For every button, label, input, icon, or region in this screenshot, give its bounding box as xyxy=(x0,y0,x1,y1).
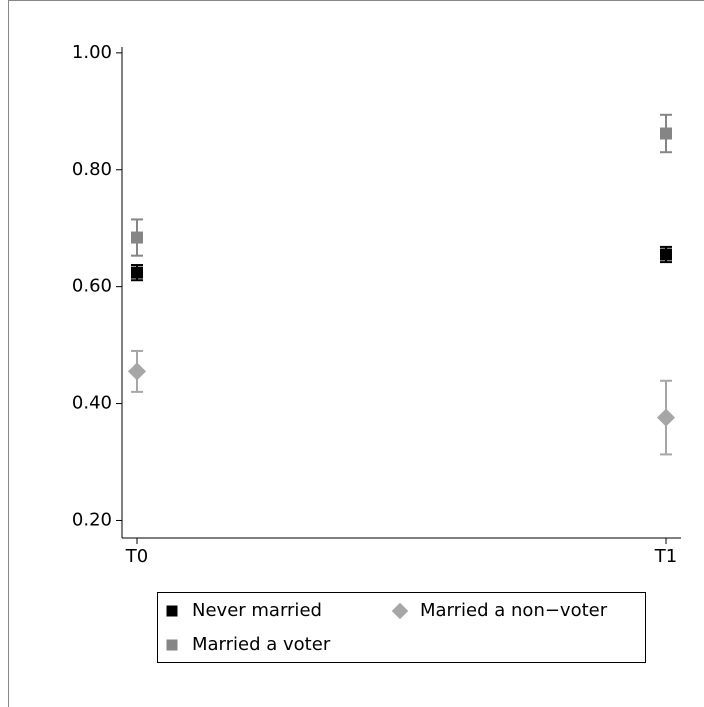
y-tick-label: 0.40 xyxy=(72,393,112,414)
marker xyxy=(128,362,146,381)
y-tick-label: 1.00 xyxy=(72,42,112,63)
marker xyxy=(131,266,143,279)
y-tick-label: 0.20 xyxy=(72,509,112,530)
marker xyxy=(660,127,672,140)
marker xyxy=(657,408,675,427)
legend-marker xyxy=(166,605,178,617)
legend-label: Married a voter xyxy=(192,634,331,655)
marker xyxy=(660,248,672,261)
marker xyxy=(131,231,143,244)
legend-label: Married a non−voter xyxy=(420,600,608,621)
legend-marker xyxy=(166,639,178,651)
x-tick-label: T0 xyxy=(125,546,148,567)
y-tick-label: 0.80 xyxy=(72,159,112,180)
frame xyxy=(8,0,704,707)
legend-box xyxy=(157,592,646,663)
x-tick-label: T1 xyxy=(654,546,677,567)
legend-marker xyxy=(391,602,409,620)
legend-label: Never married xyxy=(192,600,322,621)
y-tick-label: 0.60 xyxy=(72,276,112,297)
